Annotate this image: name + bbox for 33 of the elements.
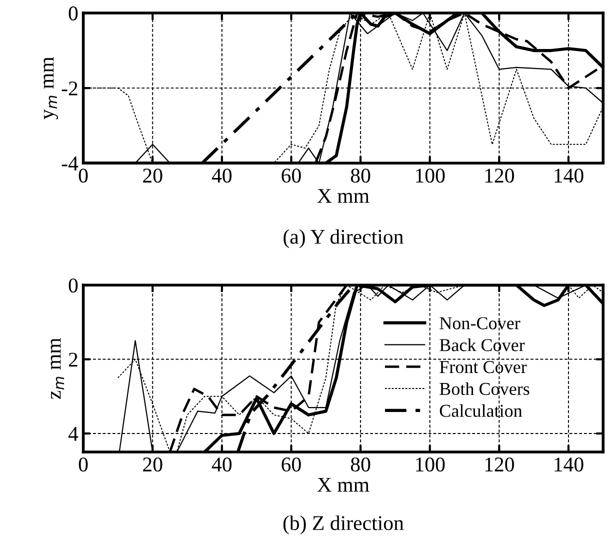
x-tick-label: 80 (350, 457, 370, 472)
x-tick-label: 40 (212, 168, 232, 183)
y-tick-label: 4 (68, 426, 78, 441)
y-axis-title: z$_{m}$ mm (50, 338, 64, 399)
x-tick-label: 20 (143, 168, 162, 183)
x-tick-label: 0 (78, 168, 88, 183)
y-axis-title: y$_{m}$ mm (44, 56, 58, 120)
x-tick-label: 60 (282, 457, 301, 472)
legend-label: Back Cover (440, 338, 525, 352)
x-axis-title: X mm (317, 478, 370, 492)
x-tick-label: 140 (554, 457, 584, 472)
legend-label: Calculation (440, 404, 522, 417)
x-tick-label: 100 (416, 168, 445, 183)
x-tick-label: 20 (143, 457, 162, 472)
legend-label: Non-Cover (440, 317, 520, 330)
x-tick-label: 40 (212, 457, 232, 472)
x-tick-label: 120 (485, 168, 514, 183)
legend-label: Both Covers (440, 382, 530, 396)
x-tick-label: 60 (282, 168, 301, 183)
x-tick-label: 80 (350, 168, 370, 183)
x-axis-title: X mm (317, 189, 370, 203)
y-tick-label: 0 (68, 278, 78, 293)
x-tick-label: 120 (485, 457, 514, 472)
text: (b) Z direction (283, 515, 404, 534)
x-tick-label: 140 (554, 168, 584, 183)
text: (a) Y direction (284, 229, 404, 248)
y-tick-label: -4 (62, 156, 78, 170)
y-tick-label: 0 (68, 6, 78, 20)
x-tick-label: 0 (78, 457, 88, 472)
y-tick-label: 2 (68, 352, 78, 367)
legend-label: Front Cover (440, 361, 527, 374)
y-tick-label: -2 (62, 82, 78, 96)
x-tick-label: 100 (416, 457, 445, 472)
